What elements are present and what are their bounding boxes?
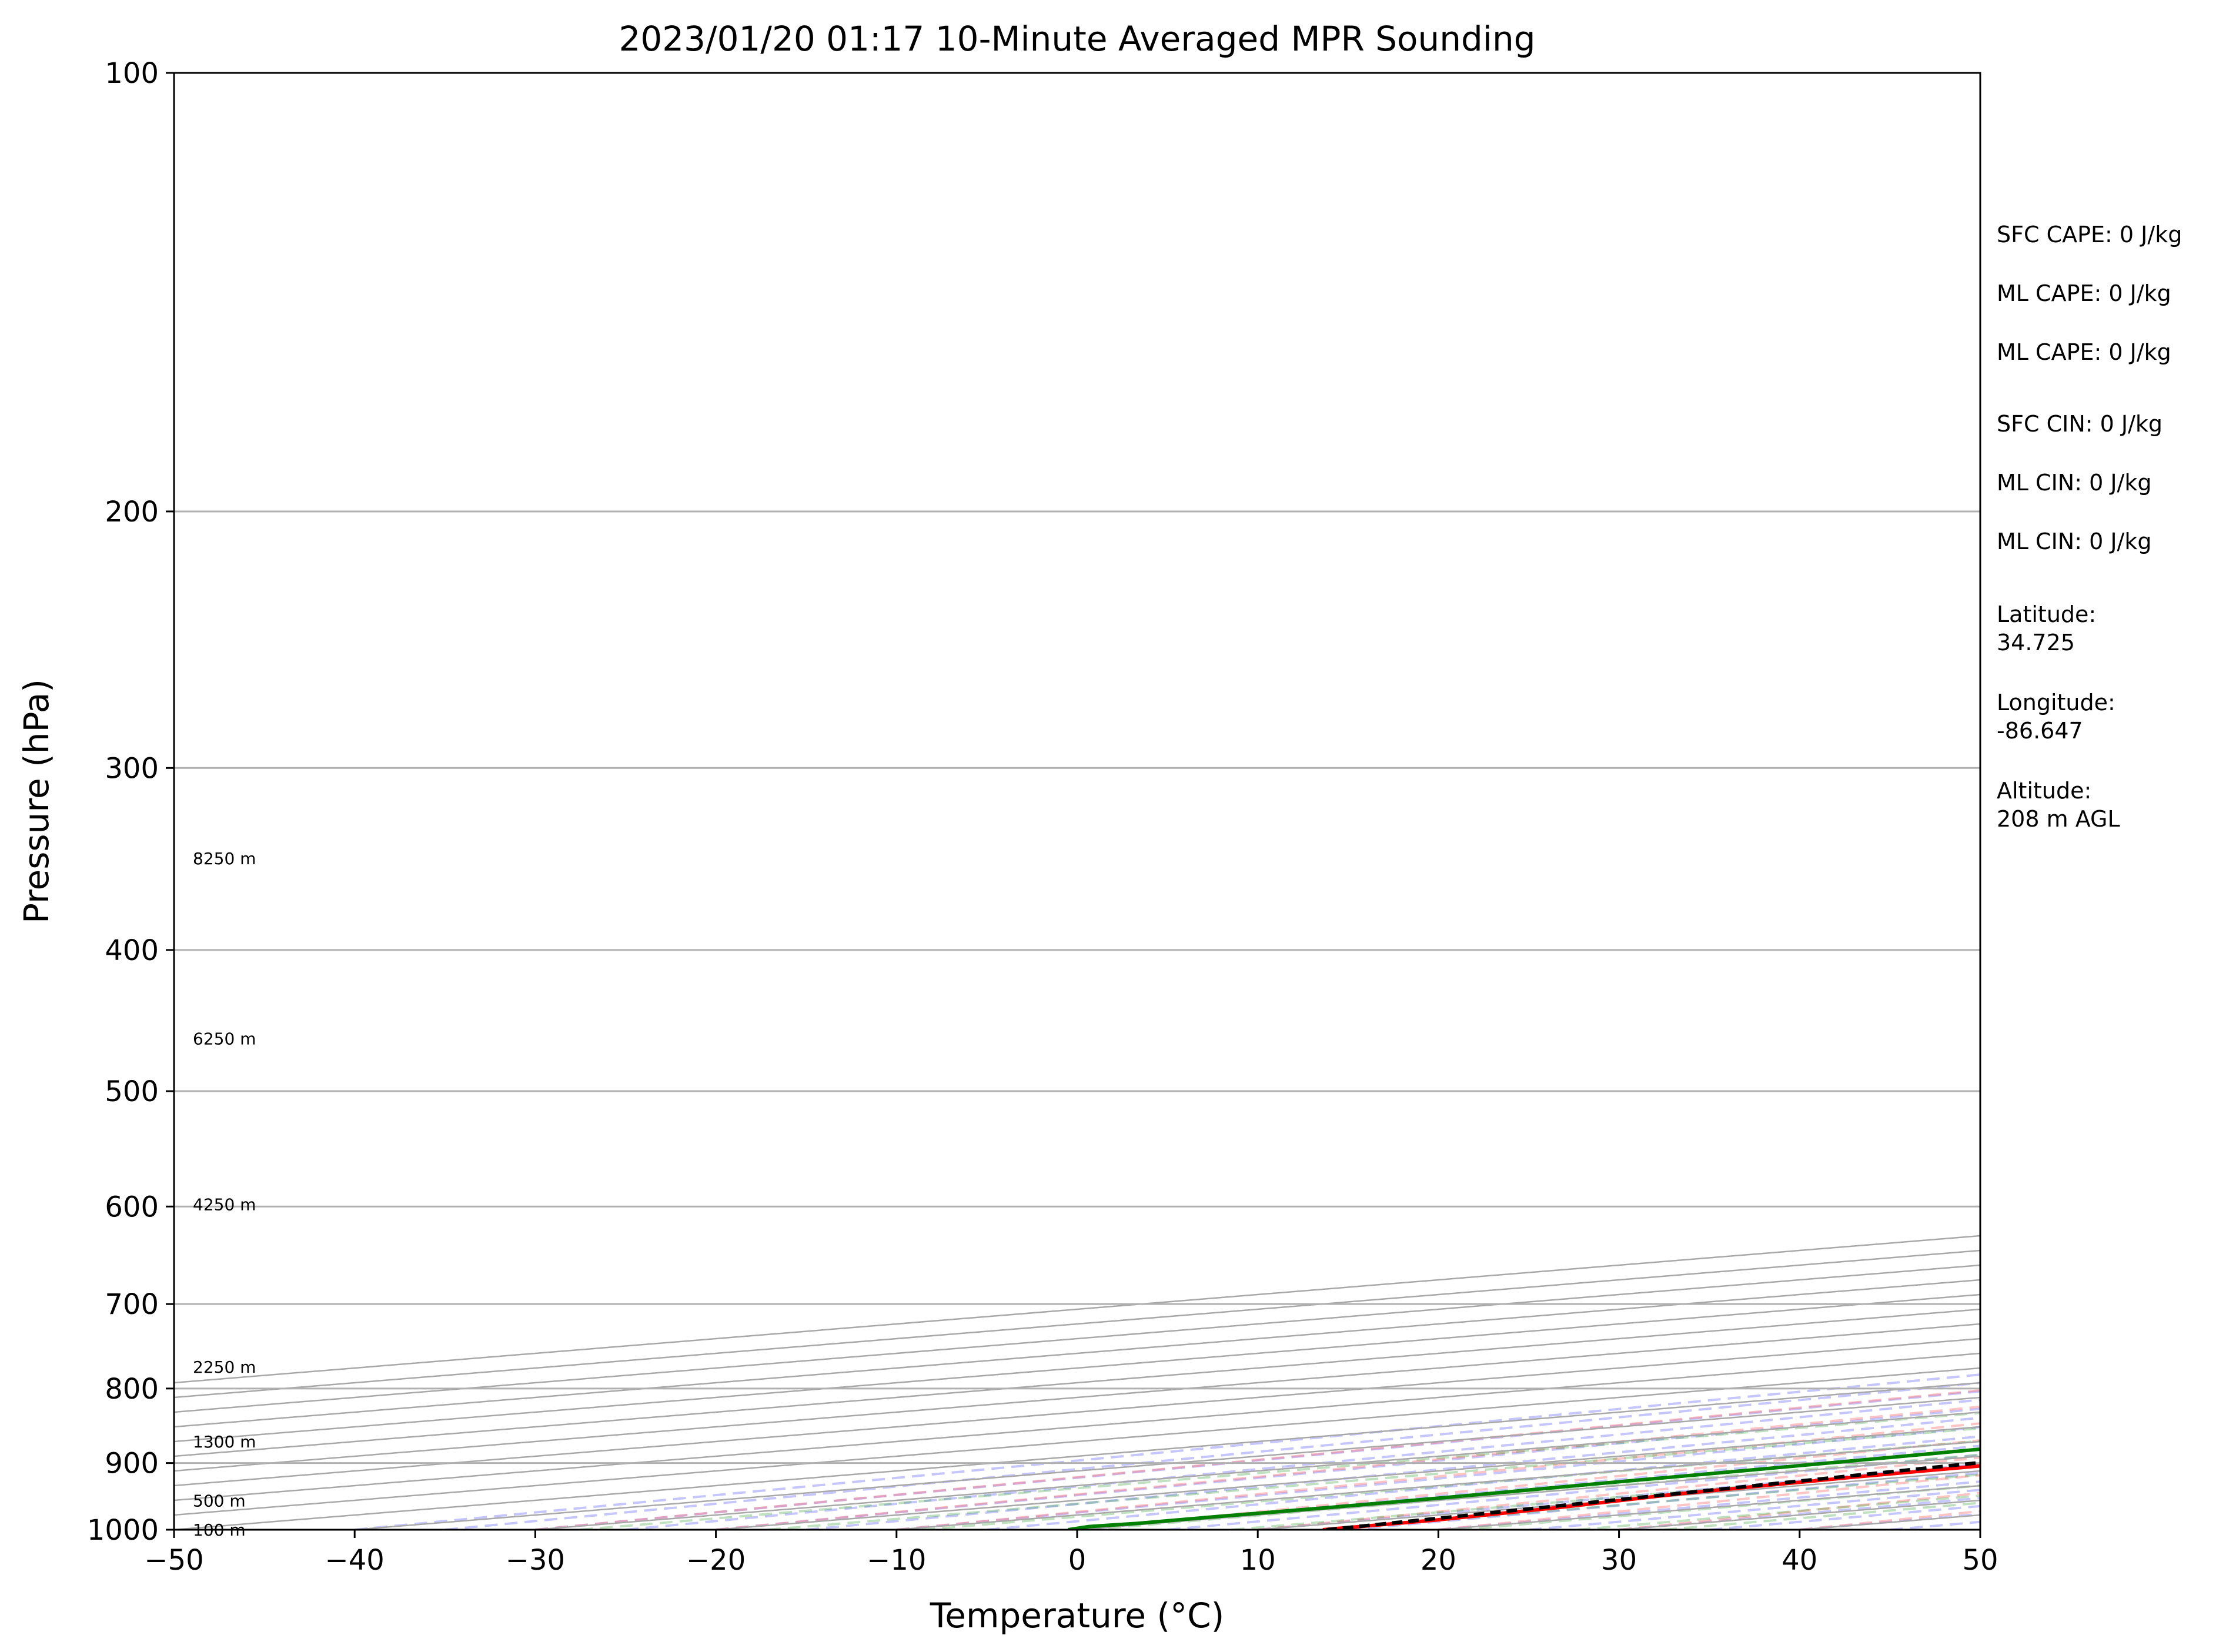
height-label: 2250 m [193,1357,256,1377]
y-tick-label: 500 [105,1075,159,1108]
y-tick-label: 400 [105,934,159,967]
plot-area [174,73,1980,1530]
mixing-ratio-line [767,1427,1980,1530]
x-tick-label: 40 [1782,1544,1817,1577]
mixing-ratio-line [1327,1473,1980,1530]
parameter-text: ML CIN: 0 J/kg [1997,470,2151,496]
height-label: 500 m [193,1491,246,1510]
y-tick-label: 800 [105,1373,159,1406]
y-axis-label: Pressure (hPa) [16,679,56,924]
isotherms [174,1235,1980,1530]
mixing-ratio-line [580,1412,1980,1530]
moist-adiabat [806,1416,1980,1530]
parameter-text: Altitude: 208 m AGL [1997,778,2120,832]
x-tick-label: −20 [686,1544,746,1577]
parameter-text: SFC CIN: 0 J/kg [1997,411,2163,437]
x-tick-label: −40 [325,1544,385,1577]
height-label: 6250 m [193,1029,256,1048]
parameter-text: Latitude: 34.725 [1997,601,2096,656]
isotherm [174,1235,1980,1384]
isotherm [174,1279,1980,1428]
parameter-text: ML CIN: 0 J/kg [1997,529,2151,554]
x-axis: −50 −40 −30 −20 −10 0 10 20 30 40 50 [144,1530,1998,1577]
x-tick-label: 20 [1421,1544,1456,1577]
height-label: 4250 m [193,1195,256,1215]
chart-title: 2023/01/20 01:17 10-Minute Averaged MPR … [619,19,1535,59]
y-tick-label: 300 [105,752,159,785]
x-tick-label: 0 [1068,1544,1087,1577]
height-label: 1300 m [193,1432,256,1452]
isotherm [174,1264,1980,1413]
y-tick-label: 1000 [87,1514,159,1547]
x-tick-label: 10 [1240,1544,1276,1577]
parameter-text: Longitude: -86.647 [1997,690,2115,744]
x-tick-label: −30 [506,1544,565,1577]
mixing-ratio-line [1088,1453,1980,1530]
y-tick-label: 200 [105,496,159,529]
sounding-parameters-panel: SFC CAPE: 0 J/kg ML CAPE: 0 J/kg ML CAPE: … [1997,222,2182,832]
height-label: 8250 m [193,849,256,868]
isotherm [174,1249,1980,1399]
y-tick-label: 600 [105,1190,159,1223]
y-tick-label: 100 [105,57,159,90]
x-tick-label: −10 [867,1544,926,1577]
parameter-text: SFC CAPE: 0 J/kg [1997,222,2182,248]
y-tick-label: 700 [105,1288,159,1321]
x-tick-label: −50 [144,1544,203,1577]
isobars [174,73,1980,1530]
parameter-text: ML CAPE: 0 J/kg [1997,280,2171,306]
y-tick-label: 900 [105,1447,159,1480]
x-tick-label: 50 [1962,1544,1998,1577]
parameter-text: ML CAPE: 0 J/kg [1997,339,2171,365]
x-axis-label: Temperature (°C) [930,1596,1225,1636]
y-axis: 100 200 300 400 500 600 700 800 900 1000 [87,57,174,1547]
x-tick-label: 30 [1601,1544,1637,1577]
